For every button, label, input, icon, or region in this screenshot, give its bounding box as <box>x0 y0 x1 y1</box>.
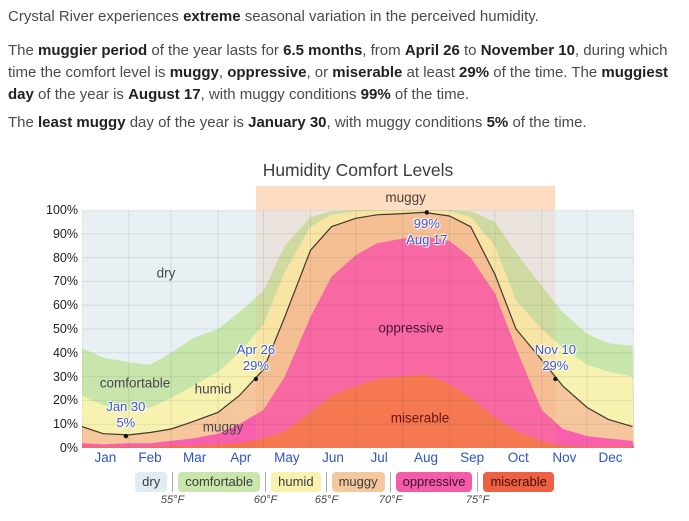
legend-divider <box>172 472 174 492</box>
legend-threshold-75degF: 75°F <box>465 494 490 506</box>
legend-threshold-70degF: 70°F <box>378 494 403 506</box>
muggier-period-overlay <box>255 210 556 448</box>
legend-pill-humid[interactable]: humid <box>271 472 321 492</box>
annotation-apr26: Apr 26 29% <box>236 341 276 373</box>
x-axis-month-nov: Nov <box>552 450 577 465</box>
legend-divider <box>265 472 267 492</box>
legend-threshold-65degF: 65°F <box>314 494 339 506</box>
y-axis-tick: 70% <box>52 274 78 289</box>
annotation-jan30: Jan 30 5% <box>106 399 146 431</box>
data-point-dot-apr26 <box>253 376 259 382</box>
y-axis-tick: 30% <box>52 369 78 384</box>
legend-threshold-60degF: 60°F <box>253 494 278 506</box>
x-axis-month-aug: Aug <box>414 450 439 465</box>
x-axis-month-jun: Jun <box>322 450 344 465</box>
region-label-dry: dry <box>156 265 176 281</box>
muggy-period-band-label: muggy <box>385 190 426 205</box>
x-axis-month-sep: Sep <box>460 450 485 465</box>
legend-pill-muggy[interactable]: muggy <box>331 472 385 492</box>
x-axis-month-mar: Mar <box>183 450 207 465</box>
legend-divider <box>389 472 391 492</box>
y-axis-tick: 10% <box>52 417 78 432</box>
x-axis-month-jan: Jan <box>94 450 117 465</box>
x-axis-month-oct: Oct <box>507 450 529 465</box>
region-label-oppressive: oppressive <box>378 320 444 336</box>
legend-pill-dry[interactable]: dry <box>135 472 168 492</box>
x-axis-month-may: May <box>274 450 300 465</box>
x-axis-month-dec: Dec <box>598 450 623 465</box>
legend-pill-comfortable[interactable]: comfortable <box>178 472 261 492</box>
annotation-nov10: Nov 10 29% <box>534 341 576 373</box>
x-axis-month-feb: Feb <box>138 450 162 465</box>
legend-pill-miserable[interactable]: miserable <box>483 472 554 492</box>
y-axis-tick: 0% <box>59 441 78 455</box>
muggy-period-band: muggy <box>255 186 556 210</box>
chart-title: Humidity Comfort Levels <box>262 160 454 180</box>
x-axis-month-apr: Apr <box>230 450 252 465</box>
legend-pill-oppressive[interactable]: oppressive <box>395 472 473 492</box>
chart-legend: dry comfortable humid muggy oppressive misera… <box>0 471 689 515</box>
data-point-dot-nov10 <box>553 376 558 382</box>
intro-paragraph-1: Crystal River experiences extreme season… <box>8 8 539 25</box>
y-axis-tick: 40% <box>52 345 78 360</box>
legend-divider <box>325 472 327 492</box>
legend-divider <box>477 472 479 492</box>
humidity-comfort-plot[interactable] <box>82 210 634 448</box>
y-axis-tick: 90% <box>52 226 78 241</box>
intro-paragraph-2: The muggier period of the year lasts for… <box>8 42 669 103</box>
region-label-comfortable: comfortable <box>99 375 171 391</box>
data-point-dot-jan30 <box>123 433 129 439</box>
region-label-miserable: miserable <box>390 410 450 426</box>
band-oppressive <box>82 236 634 448</box>
y-axis-tick: 60% <box>52 298 78 313</box>
legend-threshold-55degF: 55°F <box>160 494 185 506</box>
muggy-boundary-line <box>82 211 633 436</box>
x-axis-month-jul: Jul <box>370 450 388 465</box>
y-axis-tick: 100% <box>46 203 78 217</box>
band-miserable <box>82 374 634 448</box>
y-axis-tick: 80% <box>52 250 78 265</box>
data-point-dot-aug17 <box>424 210 429 215</box>
y-axis-tick: 20% <box>52 393 78 408</box>
region-label-humid: humid <box>194 381 232 397</box>
annotation-aug17: 99% Aug 17 <box>406 216 448 248</box>
intro-paragraph-3: The least muggy day of the year is Janua… <box>8 114 587 131</box>
region-label-muggy: muggy <box>202 419 244 435</box>
y-axis-tick: 50% <box>52 322 78 336</box>
